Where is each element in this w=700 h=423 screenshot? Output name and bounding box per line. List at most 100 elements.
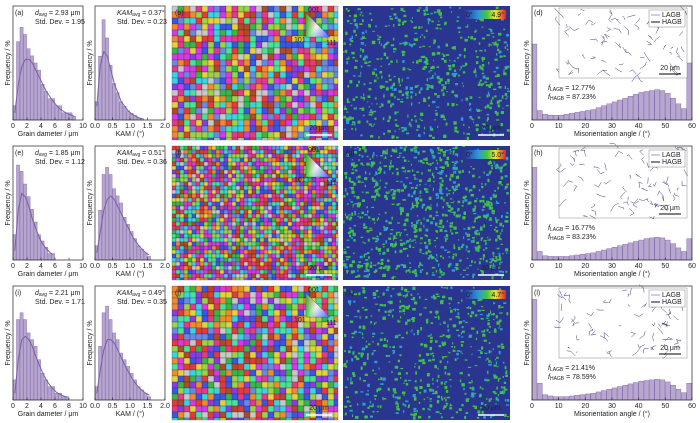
grain [177, 369, 185, 377]
grain [195, 249, 201, 255]
grain [235, 253, 241, 259]
grain [231, 47, 239, 55]
grain [261, 411, 269, 419]
grain [203, 177, 209, 183]
grain [285, 369, 293, 377]
kam-speck [436, 9, 441, 13]
kam-speck [399, 249, 403, 253]
grain [259, 241, 265, 247]
kam-speck [402, 403, 405, 406]
kam-speck [350, 377, 352, 381]
annotation-subscript: HAGB [550, 96, 565, 102]
kam-speck [425, 245, 429, 249]
grain [201, 131, 209, 139]
grain [267, 285, 275, 293]
grain [319, 209, 325, 215]
grain [207, 303, 215, 311]
grain [227, 237, 233, 243]
ipf-label: 111 [326, 180, 337, 187]
kam-speck [409, 239, 411, 242]
grain [279, 77, 287, 85]
grain [327, 229, 333, 235]
bar [643, 238, 650, 261]
x-tick-label: 1.0 [125, 263, 135, 270]
x-tick-label: 2 [25, 263, 29, 270]
kam-speck [357, 215, 359, 217]
kam-speck [493, 43, 496, 46]
bar [649, 237, 655, 261]
kam-speck [410, 148, 414, 152]
grain [207, 261, 213, 267]
kam-speck [396, 111, 400, 113]
grain [189, 315, 197, 323]
kam-speck [468, 381, 472, 384]
grain [295, 193, 301, 199]
kam-speck [415, 60, 419, 64]
kam-speck [467, 238, 471, 241]
grain [297, 333, 305, 341]
kam-speck [495, 66, 499, 70]
panel-label: (c) [346, 10, 354, 17]
grain [259, 197, 265, 203]
grain [177, 101, 185, 109]
kam-speck [397, 222, 400, 224]
kam-speck [475, 29, 477, 33]
kam-speck [343, 42, 346, 45]
grain [295, 165, 301, 171]
grain [171, 23, 179, 31]
grain [207, 177, 213, 183]
grain [183, 405, 191, 413]
kam-speck [409, 238, 412, 240]
grain [279, 29, 287, 37]
grain [255, 265, 261, 271]
kam-speck [360, 236, 364, 239]
kam-speck [451, 90, 455, 94]
grain [261, 71, 269, 79]
kam-speck [453, 171, 455, 174]
grain [219, 285, 227, 293]
kam-speck [478, 18, 482, 21]
grain [191, 261, 197, 267]
kam-speck [364, 184, 366, 188]
grain [189, 35, 197, 43]
grain [195, 181, 201, 187]
kam-speck [409, 262, 411, 264]
kam-speck [462, 196, 466, 199]
bar [611, 101, 618, 121]
grain [207, 71, 215, 79]
grain [311, 189, 317, 195]
grain [291, 269, 297, 275]
kam-speck [495, 43, 499, 46]
kam-speck [480, 109, 483, 112]
bar [105, 167, 109, 261]
grain [231, 229, 237, 235]
grain [303, 357, 311, 365]
grain [319, 217, 325, 223]
x-tick-label: 4 [39, 123, 43, 130]
kam-speck [348, 116, 352, 120]
annotation-symbol: f [548, 225, 551, 232]
kam-speck [439, 185, 442, 189]
grain [319, 233, 325, 239]
grain [291, 197, 297, 203]
kam-speck [490, 99, 493, 103]
grain [231, 177, 237, 183]
grain [291, 327, 299, 335]
grain [237, 357, 245, 365]
kam-speck [375, 246, 378, 250]
grain [299, 209, 305, 215]
kam-speck [356, 25, 359, 29]
kam-speck [432, 187, 434, 192]
grain [219, 405, 227, 413]
grain [321, 101, 329, 109]
grain [299, 185, 305, 191]
kam-speck [495, 219, 498, 224]
grain [201, 23, 209, 31]
grain [275, 165, 281, 171]
grain [215, 197, 221, 203]
grain [207, 169, 213, 175]
kam-background [343, 6, 510, 140]
kam-speck [506, 65, 510, 69]
grain [207, 89, 215, 97]
grain [275, 229, 281, 235]
